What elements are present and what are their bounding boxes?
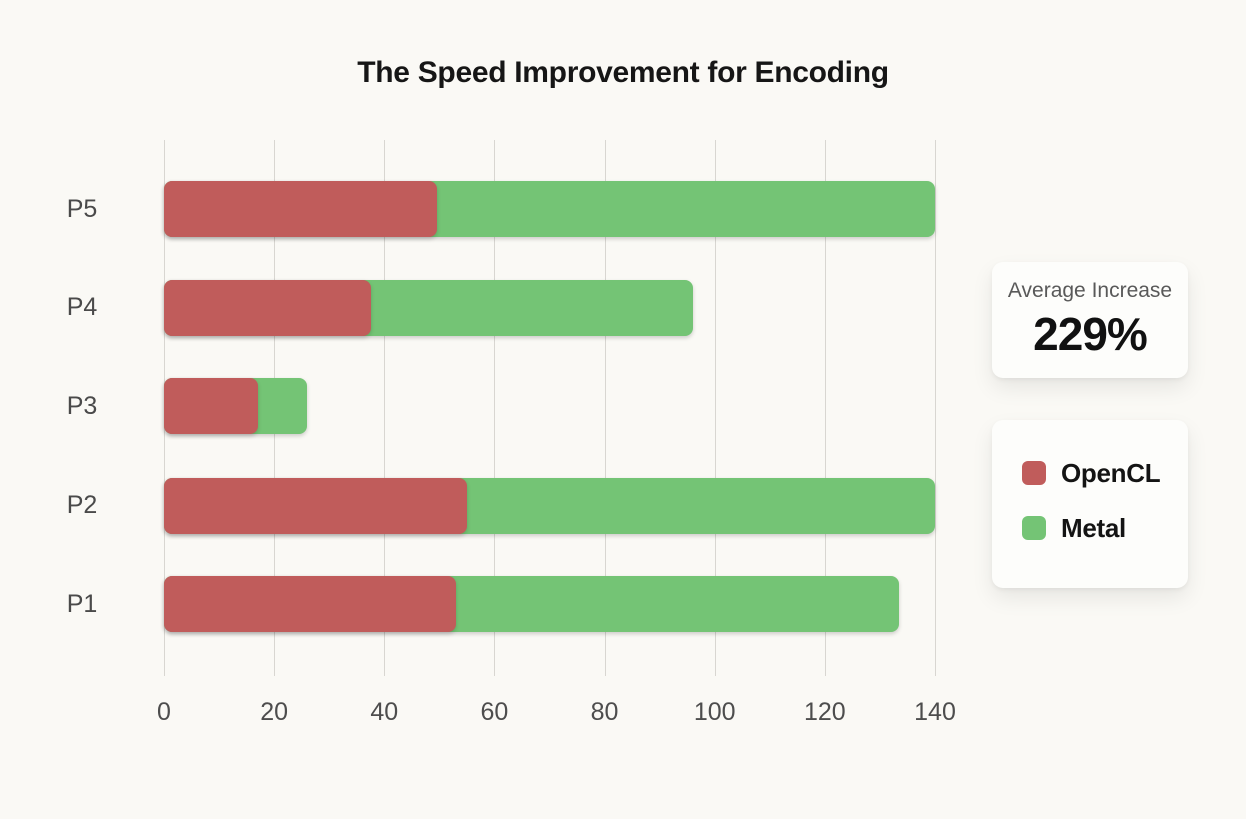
category-label-p4: P4 (66, 293, 98, 321)
opencl-bar-segment (164, 181, 437, 237)
gridline (824, 140, 826, 676)
x-axis-tick-label: 0 (157, 698, 171, 726)
x-axis-tick-label: 120 (803, 698, 846, 726)
x-axis-tick-label: 60 (480, 698, 509, 726)
opencl-bar-segment (164, 477, 467, 534)
x-axis-tick-label: 40 (370, 698, 399, 726)
gridline (494, 140, 496, 676)
legend-label-metal: Metal (1061, 512, 1126, 543)
opencl-swatch-icon (1022, 461, 1046, 485)
category-label-p5: P5 (66, 194, 98, 223)
bar-row-p4 (164, 279, 935, 336)
x-axis-tick-label: 140 (914, 698, 956, 726)
category-label-p1: P1 (66, 589, 98, 618)
average-increase-value: 229% (1033, 308, 1148, 360)
category-label-p3: P3 (66, 391, 98, 420)
bar-row-p3 (164, 378, 935, 434)
legend-label-opencl: OpenCL (1061, 457, 1161, 488)
legend-item-opencl: OpenCL (1022, 458, 1161, 488)
bar-row-p2 (164, 477, 935, 534)
opencl-bar-segment (164, 378, 258, 434)
bar-row-p1 (164, 576, 935, 632)
category-label-p2: P2 (66, 491, 98, 519)
gridline (714, 140, 716, 676)
average-increase-label: Average Increase (1007, 279, 1173, 302)
gridline (935, 140, 936, 676)
gridline (604, 140, 606, 676)
opencl-bar-segment (164, 279, 371, 336)
chart-title: The Speed Improvement for Encoding (357, 56, 889, 89)
x-axis-tick-label: 80 (590, 698, 619, 726)
x-axis-tick-label: 20 (260, 698, 289, 726)
metal-swatch-icon (1022, 516, 1046, 540)
gridline (384, 140, 386, 676)
bar-row-p5 (164, 181, 935, 237)
legend-card: OpenCL Metal (992, 420, 1188, 588)
opencl-bar-segment (164, 576, 456, 632)
legend-item-metal: Metal (1022, 513, 1126, 543)
x-axis-tick-label: 100 (693, 698, 736, 726)
average-increase-card: Average Increase 229% (992, 262, 1188, 378)
